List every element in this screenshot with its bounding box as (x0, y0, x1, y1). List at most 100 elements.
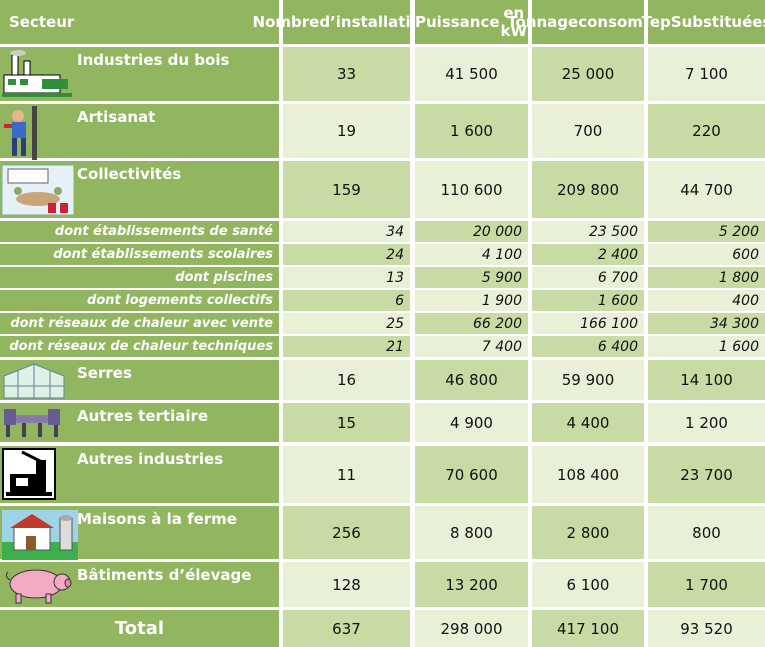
cell-puissance: 110 600 (415, 161, 528, 218)
cell-puissance: 5 900 (415, 267, 528, 288)
sector-name: Serres (77, 364, 132, 382)
sector-name: Autres tertiaire (77, 407, 209, 425)
cell-installations: 33 (283, 47, 410, 101)
header-tep: Tep Substituées (642, 0, 765, 44)
cell-installations: 128 (283, 562, 410, 607)
header-tep-line: Tep (641, 13, 671, 31)
office-chairs-icon (2, 405, 62, 443)
cell-tep: 23 700 (648, 446, 765, 503)
sector-label: Collectivités (0, 161, 279, 218)
total-tonnage: 417 100 (532, 610, 644, 647)
cell-installations: 34 (283, 221, 410, 242)
cell-installations: 6 (283, 290, 410, 311)
header-secteur: Secteur (0, 0, 279, 44)
sector-label: Bâtiments d’élevage (0, 562, 279, 607)
cell-tonnage: 4 400 (532, 403, 644, 442)
cell-tep: 34 300 (648, 313, 765, 334)
cell-puissance: 46 800 (415, 360, 528, 400)
factory-machine-icon (2, 448, 56, 504)
cell-tonnage: 6 700 (532, 267, 644, 288)
header-puissance-line: Puissance (415, 13, 500, 31)
cell-tonnage: 1 600 (532, 290, 644, 311)
sub-sector-label: dont réseaux de chaleur avec vente (0, 313, 279, 334)
cell-installations: 21 (283, 336, 410, 357)
cell-puissance: 4 100 (415, 244, 528, 265)
cell-tonnage: 2 400 (532, 244, 644, 265)
cell-installations: 25 (283, 313, 410, 334)
cell-installations: 13 (283, 267, 410, 288)
total-tep: 93 520 (648, 610, 765, 647)
cell-tep: 5 200 (648, 221, 765, 242)
cell-tep: 44 700 (648, 161, 765, 218)
header-installations-line: d’installations (319, 13, 441, 31)
cell-tep: 800 (648, 506, 765, 559)
header-puissance-line: en kW (500, 4, 528, 40)
cell-tonnage: 2 800 (532, 506, 644, 559)
cell-installations: 16 (283, 360, 410, 400)
sector-label: Artisanat (0, 104, 279, 160)
cell-tep: 400 (648, 290, 765, 311)
cell-installations: 11 (283, 446, 410, 503)
sawmill-icon (2, 49, 74, 103)
cell-installations: 256 (283, 506, 410, 559)
sector-label: Autres tertiaire (0, 403, 279, 442)
sub-sector-label: dont établissements scolaires (0, 244, 279, 265)
sector-label: Autres industries (0, 446, 279, 503)
header-installations: Nombre d’installations (253, 0, 440, 44)
cell-installations: 24 (283, 244, 410, 265)
cell-tonnage: 25 000 (532, 47, 644, 101)
cell-tep: 14 100 (648, 360, 765, 400)
sector-name: Maisons à la ferme (77, 510, 237, 528)
cell-installations: 19 (283, 104, 410, 158)
cell-tonnage: 166 100 (532, 313, 644, 334)
cell-puissance: 8 800 (415, 506, 528, 559)
cell-installations: 15 (283, 403, 410, 442)
cell-puissance: 1 600 (415, 104, 528, 158)
cell-tonnage: 108 400 (532, 446, 644, 503)
total-installations: 637 (283, 610, 410, 647)
header-tonnage-line: Tonnage (507, 13, 579, 31)
cell-tonnage: 23 500 (532, 221, 644, 242)
header-tonnage: Tonnage consommé (507, 0, 669, 44)
sector-name: Industries du bois (77, 51, 230, 69)
sub-sector-label: dont logements collectifs (0, 290, 279, 311)
cell-tonnage: 6 400 (532, 336, 644, 357)
cell-puissance: 41 500 (415, 47, 528, 101)
sub-sector-label: dont établissements de santé (0, 221, 279, 242)
cell-tep: 1 600 (648, 336, 765, 357)
cell-tonnage: 59 900 (532, 360, 644, 400)
total-puissance: 298 000 (415, 610, 528, 647)
cell-tonnage: 700 (532, 104, 644, 158)
sector-name: Artisanat (77, 108, 156, 126)
header-tep-line: Substituées (670, 13, 765, 31)
cell-puissance: 7 400 (415, 336, 528, 357)
cell-tonnage: 209 800 (532, 161, 644, 218)
cell-tep: 1 200 (648, 403, 765, 442)
cell-tep: 1 800 (648, 267, 765, 288)
sector-name: Collectivités (77, 165, 182, 183)
cell-puissance: 1 900 (415, 290, 528, 311)
pig-icon (2, 564, 74, 608)
sector-label: Industries du bois (0, 47, 279, 101)
meeting-room-icon (1, 163, 75, 221)
header-installations-line: Nombre (252, 13, 320, 31)
header-tonnage-line: consommé (578, 13, 669, 31)
cell-tep: 7 100 (648, 47, 765, 101)
cell-puissance: 4 900 (415, 403, 528, 442)
sector-label: Maisons à la ferme (0, 506, 279, 560)
sector-name: Autres industries (77, 450, 224, 468)
sub-sector-label: dont réseaux de chaleur techniques (0, 336, 279, 357)
header-puissance: Puissance en kW (415, 0, 528, 44)
cell-puissance: 20 000 (415, 221, 528, 242)
cell-tonnage: 6 100 (532, 562, 644, 607)
cell-tep: 220 (648, 104, 765, 158)
cell-tep: 1 700 (648, 562, 765, 607)
cell-tep: 600 (648, 244, 765, 265)
cell-installations: 159 (283, 161, 410, 218)
cell-puissance: 66 200 (415, 313, 528, 334)
greenhouse-icon (2, 362, 66, 404)
total-label: Total (0, 610, 279, 647)
cell-puissance: 13 200 (415, 562, 528, 607)
cell-puissance: 70 600 (415, 446, 528, 503)
